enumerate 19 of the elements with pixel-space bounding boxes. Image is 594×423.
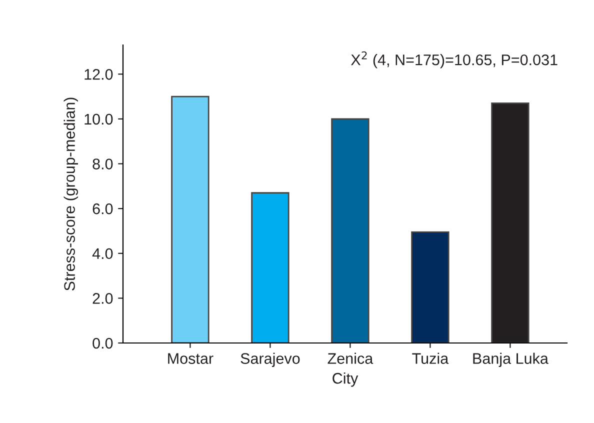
y-tick-label: 2.0 <box>92 293 113 304</box>
y-tick-label: 8.0 <box>92 158 113 170</box>
x-axis-title: City <box>332 372 358 387</box>
y-axis-title: Stress-score (group-median) <box>64 98 78 291</box>
y-tick-label: 12.0 <box>84 68 113 80</box>
y-tick-label: 6.0 <box>92 203 113 214</box>
x-tick-label: Tuzia <box>412 352 449 364</box>
y-tick-label: 0.0 <box>92 338 113 349</box>
bar <box>171 96 210 343</box>
bar <box>411 231 450 343</box>
x-tick-label: Zenica <box>328 352 374 364</box>
annotation: X$^{2}$ (4, N=175)=10.65, P=0.031 <box>350 51 558 68</box>
x-tick-label: Mostar <box>168 353 214 364</box>
bar <box>331 118 370 343</box>
x-tick-label: Banja Luka <box>473 352 548 367</box>
y-tick-label: 10.0 <box>84 114 113 125</box>
y-tick-label: 4.0 <box>92 248 113 260</box>
x-tick-label: Sarajevo <box>240 352 300 367</box>
bar <box>251 192 290 343</box>
